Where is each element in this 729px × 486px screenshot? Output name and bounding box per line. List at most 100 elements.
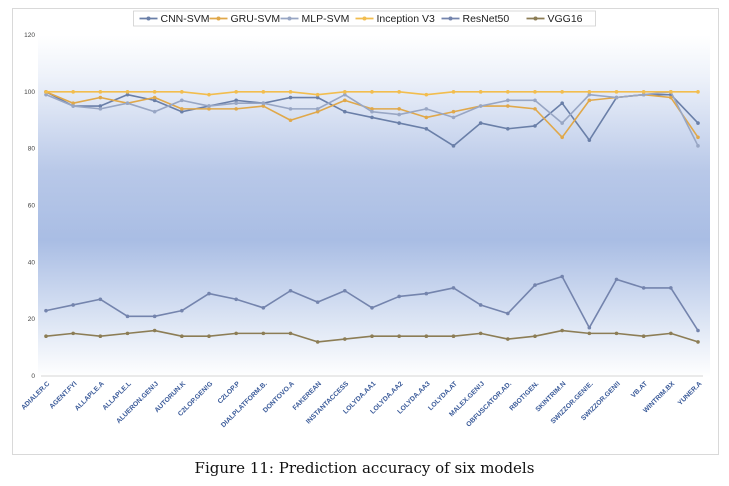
data-point [669, 286, 673, 290]
data-point [560, 101, 564, 105]
data-point [370, 90, 374, 94]
data-point [587, 331, 592, 336]
data-point [478, 331, 483, 336]
data-point [587, 98, 592, 103]
data-point [451, 90, 456, 94]
line-chart: CNN-SVM GRU-SVM MLP-SVM Inception V3 ResNet5… [20, 10, 710, 429]
data-point [98, 107, 103, 111]
data-point [451, 286, 456, 290]
data-point [125, 90, 130, 94]
data-point [288, 95, 293, 100]
chart-frame: CNN-SVM GRU-SVM MLP-SVM Inception V3 ResNet5… [12, 8, 719, 455]
x-axis: ADIALER.CAGENT.FYIALLAPLE.AALLAPLE.LALUE… [20, 380, 703, 429]
data-point [370, 109, 374, 114]
legend-marker [216, 16, 221, 21]
data-point [370, 334, 374, 339]
data-point [180, 107, 184, 111]
data-point [180, 334, 184, 339]
data-point [44, 92, 48, 97]
data-point [451, 109, 456, 114]
data-point [370, 107, 374, 111]
data-point [261, 331, 266, 336]
data-point [614, 277, 619, 282]
legend-label: VGG16 [548, 13, 583, 25]
data-point [288, 107, 293, 111]
data-point [234, 331, 238, 336]
data-point [180, 308, 184, 313]
legend-marker [146, 16, 151, 21]
data-point [614, 331, 619, 336]
data-point [696, 135, 700, 140]
data-point [71, 90, 75, 94]
legend-label: CNN-SVM [161, 13, 210, 25]
data-point [424, 115, 429, 120]
legend-label: Inception V3 [377, 13, 436, 25]
data-point [451, 115, 456, 120]
data-point [207, 334, 211, 339]
data-point [234, 107, 238, 111]
data-point [669, 90, 673, 94]
data-point [424, 334, 429, 339]
data-point [424, 126, 429, 131]
data-point [288, 288, 293, 293]
data-point [343, 90, 347, 94]
legend-marker [362, 16, 367, 21]
data-point [98, 104, 103, 108]
data-point [180, 90, 184, 94]
data-point [506, 98, 510, 103]
data-point [261, 90, 266, 94]
data-point [152, 90, 157, 94]
data-point [560, 328, 564, 333]
data-point [370, 306, 374, 310]
data-point [234, 101, 238, 105]
data-point [696, 340, 700, 344]
data-point [98, 95, 103, 100]
y-tick-label: 100 [24, 89, 35, 96]
series-resnet50 [44, 274, 700, 333]
legend-label: ResNet50 [463, 13, 510, 25]
plot-background [38, 35, 710, 377]
legend-label: MLP-SVM [302, 13, 350, 25]
y-axis: 0 20 40 60 80 100 120 [24, 32, 703, 380]
data-point [44, 308, 48, 313]
data-point [397, 107, 401, 111]
legend-marker [448, 16, 453, 21]
x-tick-label: C2LOP.P [217, 380, 242, 405]
data-point [451, 334, 456, 339]
data-point [478, 104, 483, 108]
data-point [288, 331, 293, 336]
data-point [506, 104, 510, 108]
data-point [370, 115, 374, 120]
data-point [533, 90, 537, 94]
data-point [125, 92, 130, 97]
data-point [533, 98, 537, 103]
data-point [207, 107, 211, 111]
data-point [71, 331, 75, 336]
data-point [397, 294, 401, 299]
data-point [207, 104, 211, 108]
data-point [696, 328, 700, 333]
data-point [424, 107, 429, 111]
series-mlp-svm [44, 90, 700, 148]
data-point [343, 98, 347, 103]
data-point [560, 135, 564, 140]
data-point [125, 331, 130, 336]
legend: CNN-SVM GRU-SVM MLP-SVM Inception V3 ResNet5… [133, 10, 596, 27]
y-tick-label: 40 [28, 259, 36, 266]
data-point [343, 288, 347, 293]
data-point [288, 90, 293, 94]
y-tick-label: 60 [28, 203, 36, 210]
data-point [478, 121, 483, 125]
data-point [125, 314, 130, 319]
data-point [696, 144, 700, 148]
data-point [641, 286, 646, 290]
data-point [696, 121, 700, 125]
data-point [180, 98, 184, 103]
data-point [669, 331, 673, 336]
data-point [424, 92, 429, 97]
data-point [71, 303, 75, 307]
data-point [152, 314, 157, 319]
data-point [343, 337, 347, 341]
x-tick-label: ADIALER.C [20, 380, 51, 411]
data-point [669, 95, 673, 100]
